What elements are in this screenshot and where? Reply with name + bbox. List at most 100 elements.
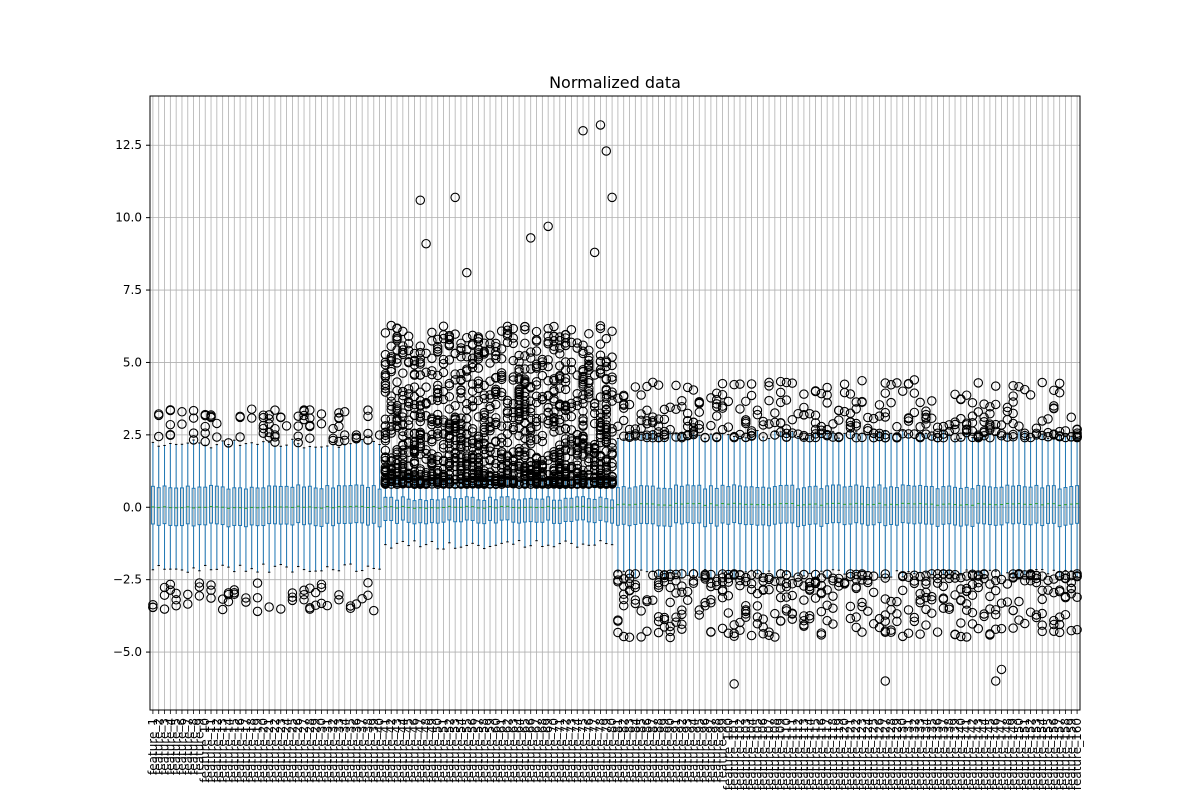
x-tick-label: feature_106 xyxy=(756,718,770,790)
x-tick-label: feature_160 xyxy=(1070,718,1084,790)
x-tick-label: feature_123 xyxy=(855,718,869,790)
flier-extreme xyxy=(607,192,617,203)
flier xyxy=(607,387,617,397)
box xyxy=(929,486,934,525)
x-tick-label: feature_78 xyxy=(593,718,607,783)
box xyxy=(668,488,673,527)
flier xyxy=(595,350,606,360)
flier xyxy=(398,459,408,469)
x-tick-label: feature_80 xyxy=(605,718,619,783)
flier xyxy=(810,578,821,589)
flier xyxy=(584,345,594,356)
flier xyxy=(804,611,815,621)
box xyxy=(493,499,498,524)
x-tick-label: feature_107 xyxy=(762,718,776,790)
flier xyxy=(531,336,542,346)
flier xyxy=(270,437,280,447)
flier xyxy=(961,632,972,642)
flier xyxy=(1020,430,1030,441)
flier xyxy=(409,428,420,438)
flier xyxy=(880,432,891,443)
flier xyxy=(584,453,594,464)
flier xyxy=(386,391,396,401)
flier xyxy=(828,603,838,613)
flier xyxy=(938,433,949,443)
flier xyxy=(479,410,489,420)
flier xyxy=(665,569,675,579)
x-tick-label: feature_77 xyxy=(588,718,602,783)
flier xyxy=(496,326,507,336)
box xyxy=(714,487,719,527)
flier xyxy=(810,410,821,421)
flier xyxy=(584,352,594,362)
flier xyxy=(531,479,542,489)
flier xyxy=(653,380,664,390)
flier xyxy=(241,593,251,603)
flier xyxy=(764,584,774,595)
x-tick-label: feature_157 xyxy=(1053,718,1067,790)
flier xyxy=(828,619,838,629)
flier xyxy=(206,410,216,420)
flier xyxy=(566,357,577,368)
x-tick-label: feature_86 xyxy=(640,718,654,783)
flier xyxy=(659,426,670,437)
flier xyxy=(520,321,530,332)
flier xyxy=(520,391,530,402)
box xyxy=(290,486,295,526)
flier xyxy=(235,411,245,422)
box xyxy=(313,487,318,527)
flier xyxy=(473,479,484,489)
flier xyxy=(584,375,594,386)
flier xyxy=(601,404,612,414)
flier xyxy=(595,412,606,423)
x-tick-label: feature_4 xyxy=(163,718,177,775)
flier xyxy=(427,460,437,471)
flier xyxy=(398,439,408,450)
flier xyxy=(560,412,571,422)
box xyxy=(1069,486,1074,525)
flier xyxy=(903,605,914,615)
flier xyxy=(398,326,408,337)
flier xyxy=(746,431,757,441)
flier xyxy=(217,594,228,604)
flier xyxy=(584,365,594,375)
flier xyxy=(555,425,565,435)
flier xyxy=(618,600,629,611)
flier-extreme xyxy=(450,192,460,203)
flier xyxy=(682,382,693,393)
flier xyxy=(706,598,716,608)
flier xyxy=(671,380,681,391)
flier xyxy=(549,417,559,427)
flier xyxy=(328,435,338,446)
flier xyxy=(334,436,344,447)
flier xyxy=(305,420,315,431)
flier xyxy=(578,477,588,487)
flier xyxy=(746,379,757,389)
box xyxy=(150,485,155,525)
box xyxy=(767,487,771,527)
box xyxy=(360,484,365,524)
flier xyxy=(1054,378,1065,389)
flier xyxy=(1066,412,1077,423)
flier xyxy=(334,595,344,605)
flier xyxy=(996,623,1007,634)
flier xyxy=(584,393,594,403)
flier xyxy=(386,428,396,438)
flier xyxy=(502,413,513,424)
x-tick-label: feature_110 xyxy=(779,718,793,790)
flier xyxy=(642,405,652,415)
flier xyxy=(671,617,681,627)
flier xyxy=(403,420,414,430)
flier xyxy=(316,419,327,429)
flier xyxy=(398,408,408,418)
flier xyxy=(467,339,478,349)
flier xyxy=(514,407,524,417)
flier xyxy=(979,426,989,436)
flier xyxy=(1037,626,1047,637)
flier xyxy=(432,344,443,354)
flier xyxy=(293,431,303,441)
flier xyxy=(351,599,362,609)
flier xyxy=(1037,620,1047,630)
flier xyxy=(601,385,612,396)
flier xyxy=(793,429,803,439)
